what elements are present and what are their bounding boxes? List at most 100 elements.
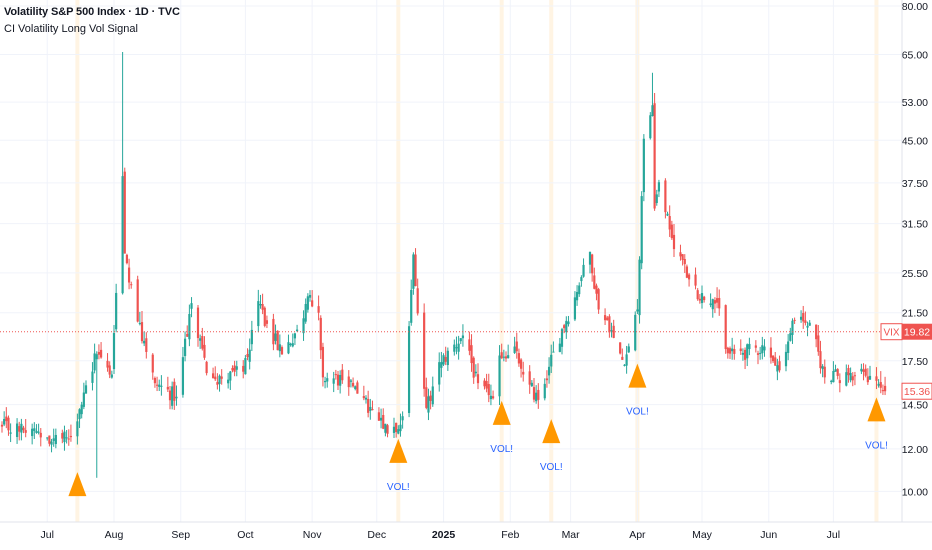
candle-body[interactable] xyxy=(304,304,307,322)
candle-body[interactable] xyxy=(653,103,656,209)
candle-body[interactable] xyxy=(591,254,594,274)
candle-body[interactable] xyxy=(733,349,736,354)
candle-body[interactable] xyxy=(642,138,645,193)
candle-body[interactable] xyxy=(440,362,443,368)
candle-body[interactable] xyxy=(138,323,141,325)
candle-body[interactable] xyxy=(31,428,34,437)
candle-body[interactable] xyxy=(112,333,116,370)
candle-body[interactable] xyxy=(836,369,839,376)
candle-body[interactable] xyxy=(668,216,671,230)
candle-body[interactable] xyxy=(545,378,549,381)
candle-body[interactable] xyxy=(231,368,234,371)
candle-body[interactable] xyxy=(9,432,12,434)
candle-body[interactable] xyxy=(160,385,163,387)
candle-body[interactable] xyxy=(597,289,600,310)
candle-body[interactable] xyxy=(823,366,826,378)
candle-body[interactable] xyxy=(429,395,432,401)
candle-body[interactable] xyxy=(802,313,805,322)
candle-body[interactable] xyxy=(369,406,372,411)
candle-body[interactable] xyxy=(99,349,103,358)
candle-body[interactable] xyxy=(519,359,523,369)
candle-body[interactable] xyxy=(455,347,458,349)
candle-body[interactable] xyxy=(670,224,673,239)
candle-body[interactable] xyxy=(115,292,118,330)
candle-body[interactable] xyxy=(33,428,36,431)
candle-body[interactable] xyxy=(84,385,88,394)
candle-body[interactable] xyxy=(356,382,359,394)
candle-body[interactable] xyxy=(453,344,456,352)
candle-body[interactable] xyxy=(334,374,337,376)
candle-body[interactable] xyxy=(336,374,340,386)
candle-body[interactable] xyxy=(756,353,760,355)
candle-body[interactable] xyxy=(97,352,101,355)
candle-body[interactable] xyxy=(547,366,551,376)
candle-body[interactable] xyxy=(718,297,721,309)
candle-body[interactable] xyxy=(657,182,661,192)
candle-body[interactable] xyxy=(804,320,807,324)
candle-body[interactable] xyxy=(883,385,887,392)
candle-body[interactable] xyxy=(608,316,611,333)
candle-body[interactable] xyxy=(489,395,493,400)
candle-body[interactable] xyxy=(582,264,585,277)
candle-body[interactable] xyxy=(625,354,628,366)
candle-body[interactable] xyxy=(289,343,292,345)
candle-body[interactable] xyxy=(364,397,368,400)
candle-body[interactable] xyxy=(125,254,129,264)
candle-body[interactable] xyxy=(35,430,38,433)
candle-body[interactable] xyxy=(349,380,353,382)
candle-body[interactable] xyxy=(242,365,245,372)
candle-body[interactable] xyxy=(483,380,486,387)
candle-body[interactable] xyxy=(425,387,428,408)
candle-body[interactable] xyxy=(866,376,869,383)
candle-body[interactable] xyxy=(48,435,51,444)
candle-body[interactable] xyxy=(250,329,253,345)
candle-body[interactable] xyxy=(379,417,383,421)
candle-body[interactable] xyxy=(769,347,773,358)
candle-body[interactable] xyxy=(808,322,811,326)
vol-signal-triangle[interactable] xyxy=(628,363,647,388)
candle-body[interactable] xyxy=(588,251,592,265)
candle-body[interactable] xyxy=(183,338,187,357)
candle-body[interactable] xyxy=(136,279,139,322)
candle-body[interactable] xyxy=(18,426,21,432)
candle-body[interactable] xyxy=(619,342,622,354)
candle-body[interactable] xyxy=(280,347,284,355)
candle-body[interactable] xyxy=(834,369,837,372)
candle-body[interactable] xyxy=(181,357,185,395)
candle-body[interactable] xyxy=(257,301,260,327)
candle-body[interactable] xyxy=(263,307,266,326)
candle-body[interactable] xyxy=(427,396,430,413)
candle-body[interactable] xyxy=(763,346,766,351)
candle-body[interactable] xyxy=(287,342,290,354)
candle-body[interactable] xyxy=(711,299,714,310)
vol-signal-triangle[interactable] xyxy=(389,438,408,463)
candle-body[interactable] xyxy=(461,335,465,339)
candle-body[interactable] xyxy=(666,213,669,216)
candle-body[interactable] xyxy=(485,381,488,389)
candle-body[interactable] xyxy=(382,414,385,429)
candle-body[interactable] xyxy=(759,352,762,354)
candle-body[interactable] xyxy=(522,371,525,375)
candle-body[interactable] xyxy=(235,366,238,370)
candle-body[interactable] xyxy=(323,380,327,383)
candle-body[interactable] xyxy=(580,277,583,282)
candle-body[interactable] xyxy=(748,343,751,350)
candle-body[interactable] xyxy=(881,390,885,392)
candle-body[interactable] xyxy=(308,294,312,298)
candle-body[interactable] xyxy=(265,320,269,324)
candle-body[interactable] xyxy=(61,433,64,439)
candle-body[interactable] xyxy=(550,354,553,367)
candle-body[interactable] xyxy=(634,314,637,351)
candle-body[interactable] xyxy=(806,325,809,328)
candle-body[interactable] xyxy=(326,378,329,382)
candle-body[interactable] xyxy=(22,427,25,431)
candle-body[interactable] xyxy=(468,339,471,351)
candle-body[interactable] xyxy=(746,344,749,359)
candle-body[interactable] xyxy=(575,291,579,301)
candle-body[interactable] xyxy=(407,326,411,413)
candle-body[interactable] xyxy=(603,315,607,321)
candle-body[interactable] xyxy=(211,373,215,379)
candle-body[interactable] xyxy=(423,312,426,389)
candle-body[interactable] xyxy=(69,435,73,438)
candle-body[interactable] xyxy=(838,380,841,384)
